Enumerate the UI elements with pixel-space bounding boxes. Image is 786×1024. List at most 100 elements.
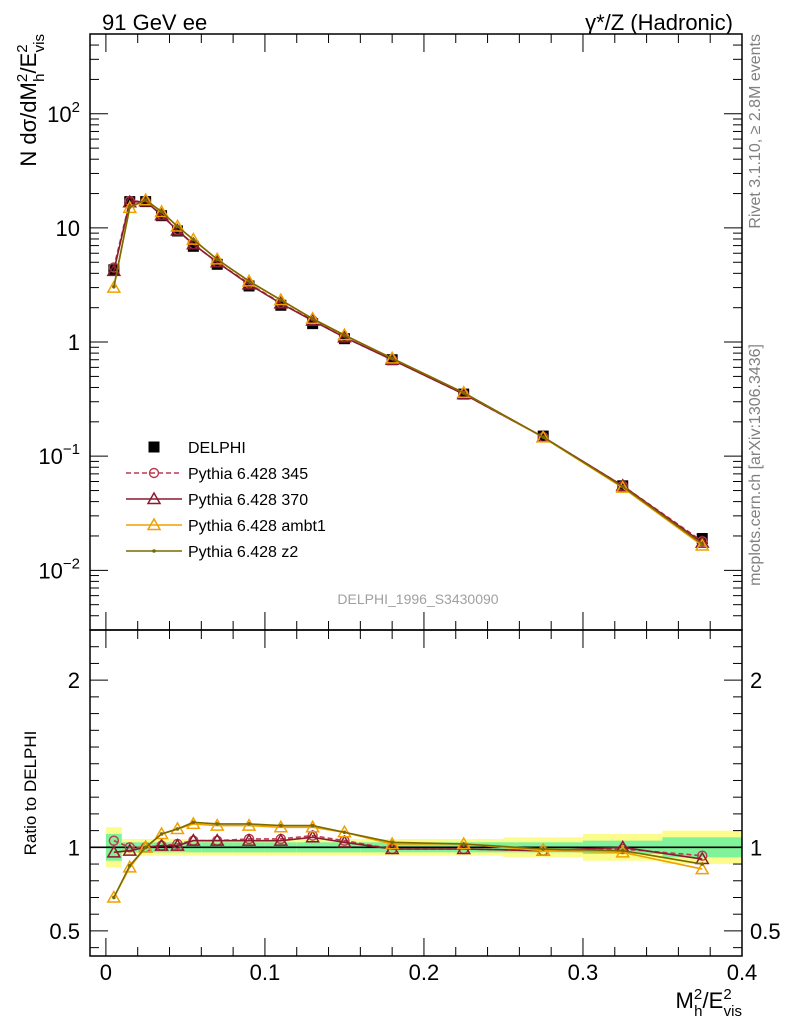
legend-marker xyxy=(146,491,162,505)
ratio-point-z2 xyxy=(112,895,116,900)
ratio-point-z2 xyxy=(541,847,546,851)
legend-item-ambt1: Pythia 6.428 ambt1 xyxy=(126,517,326,535)
legend-item-p370: Pythia 6.428 370 xyxy=(126,491,308,509)
x-tick-label: 0.2 xyxy=(409,960,440,985)
ratio-point-z2 xyxy=(620,848,625,853)
ratio-y-tick-label: 2 xyxy=(68,668,80,693)
ratio-line-p370 xyxy=(113,836,703,860)
data-point-z2 xyxy=(247,279,251,283)
ratio-point-z2 xyxy=(215,822,220,826)
legend-marker xyxy=(148,467,160,479)
ratio-y-tick-label: 0.5 xyxy=(49,919,80,944)
data-point-ambt1 xyxy=(209,251,225,265)
data-point-ambt1 xyxy=(154,204,169,218)
ratio-point-p370 xyxy=(305,829,320,843)
data-point-ambt1 xyxy=(273,292,289,306)
ratio-point-z2 xyxy=(175,827,180,831)
ratio-point-p370 xyxy=(273,833,289,846)
ratio-point-z2 xyxy=(700,862,705,866)
ratio-point-z2 xyxy=(461,842,466,846)
data-point-z2 xyxy=(461,390,466,395)
data-point-ambt1 xyxy=(535,429,551,443)
data-point-z2 xyxy=(191,237,196,242)
ratio-point-p345 xyxy=(697,850,708,861)
ratio-y-axis-title: Ratio to DELPHI xyxy=(21,731,40,856)
ratio-point-z2 xyxy=(127,863,132,868)
analysis-id-label: DELPHI_1996_S3430090 xyxy=(337,591,498,607)
data-point-data xyxy=(187,240,199,252)
ratio-y-tick-label: 1 xyxy=(68,835,80,860)
series-line-z2 xyxy=(113,198,703,545)
ratio-point-p370 xyxy=(106,844,122,858)
ratio-y-tick-label-right: 1 xyxy=(750,835,762,860)
ratio-y-tick-label-right: 0.5 xyxy=(750,919,781,944)
ratio-point-p370 xyxy=(122,843,138,856)
data-point-z2 xyxy=(159,209,164,214)
legend-label: Pythia 6.428 z2 xyxy=(188,544,298,561)
ratio-point-p370 xyxy=(241,833,257,846)
data-point-ambt1 xyxy=(241,273,257,287)
series-line-p345 xyxy=(113,200,703,542)
ratio-point-p345 xyxy=(124,842,135,853)
x-tick-label: 0.1 xyxy=(250,960,281,985)
ratio-y-tick-label-right: 2 xyxy=(750,668,762,693)
y-tick-label: 10−2 xyxy=(38,555,80,583)
data-point-z2 xyxy=(620,484,625,489)
ratio-point-z2 xyxy=(247,822,251,826)
ratio-point-z2 xyxy=(191,820,196,825)
data-point-ambt1 xyxy=(170,218,185,232)
data-point-z2 xyxy=(390,356,394,361)
data-point-z2 xyxy=(112,284,116,289)
mcplots-label: mcplots.cern.ch [arXiv:1306.3436] xyxy=(747,344,764,586)
data-point-ambt1 xyxy=(138,192,153,206)
ratio-point-z2 xyxy=(342,830,347,835)
data-point-ambt1 xyxy=(186,232,201,245)
y-tick-label: 102 xyxy=(47,99,80,127)
ratio-point-z2 xyxy=(310,823,315,828)
legend-label: Pythia 6.428 345 xyxy=(188,466,308,483)
ratio-point-z2 xyxy=(279,823,283,828)
legend-marker xyxy=(148,441,160,453)
legend: DELPHI Pythia 6.428 345 Pythia 6.428 370 Py… xyxy=(126,440,326,561)
process-label: γ*/Z (Hadronic) xyxy=(585,10,733,35)
x-tick-label: 0 xyxy=(100,960,112,985)
legend-item-z2: Pythia 6.428 z2 xyxy=(126,544,298,561)
x-tick-label: 0.4 xyxy=(727,960,758,985)
data-point-z2 xyxy=(700,542,705,546)
legend-label: Pythia 6.428 370 xyxy=(188,492,308,509)
ratio-point-p370 xyxy=(337,834,352,848)
ratio-line-z2 xyxy=(113,821,703,898)
data-point-data xyxy=(338,333,350,345)
data-point-z2 xyxy=(215,257,220,262)
ratio-point-p370 xyxy=(209,833,225,846)
ratio-point-p370 xyxy=(186,833,201,846)
ratio-point-z2 xyxy=(390,840,394,845)
ratio-point-ambt1 xyxy=(535,843,551,856)
y-tick-label: 10 xyxy=(56,216,80,241)
series-z2 xyxy=(112,198,705,546)
data-point-z2 xyxy=(175,224,180,229)
legend-marker xyxy=(146,517,162,531)
data-point-z2 xyxy=(310,316,315,321)
legend-item-data: DELPHI xyxy=(148,440,246,457)
ratio-point-p370 xyxy=(170,838,185,851)
legend-marker xyxy=(152,549,156,553)
data-point-ambt1 xyxy=(122,200,138,214)
ratio-point-ambt1 xyxy=(106,889,122,903)
y-axis-title: N dσ/dM2h/E2vis xyxy=(14,34,48,167)
y-tick-label: 10−1 xyxy=(38,441,80,469)
data-point-ambt1 xyxy=(694,537,710,551)
data-point-z2 xyxy=(279,298,283,302)
data-point-ambt1 xyxy=(106,280,122,293)
ratio-point-ambt1 xyxy=(138,839,153,853)
data-point-z2 xyxy=(342,333,347,337)
ratio-point-ambt1 xyxy=(694,861,710,875)
ratio-frame xyxy=(89,629,743,957)
rivet-version-label: Rivet 3.1.10, ≥ 2.8M events xyxy=(747,34,764,229)
data-point-z2 xyxy=(541,435,546,439)
legend-label: DELPHI xyxy=(188,440,246,457)
x-axis-title: M2 h/E2 vis xyxy=(676,986,743,1020)
ratio-point-ambt1 xyxy=(273,819,289,833)
